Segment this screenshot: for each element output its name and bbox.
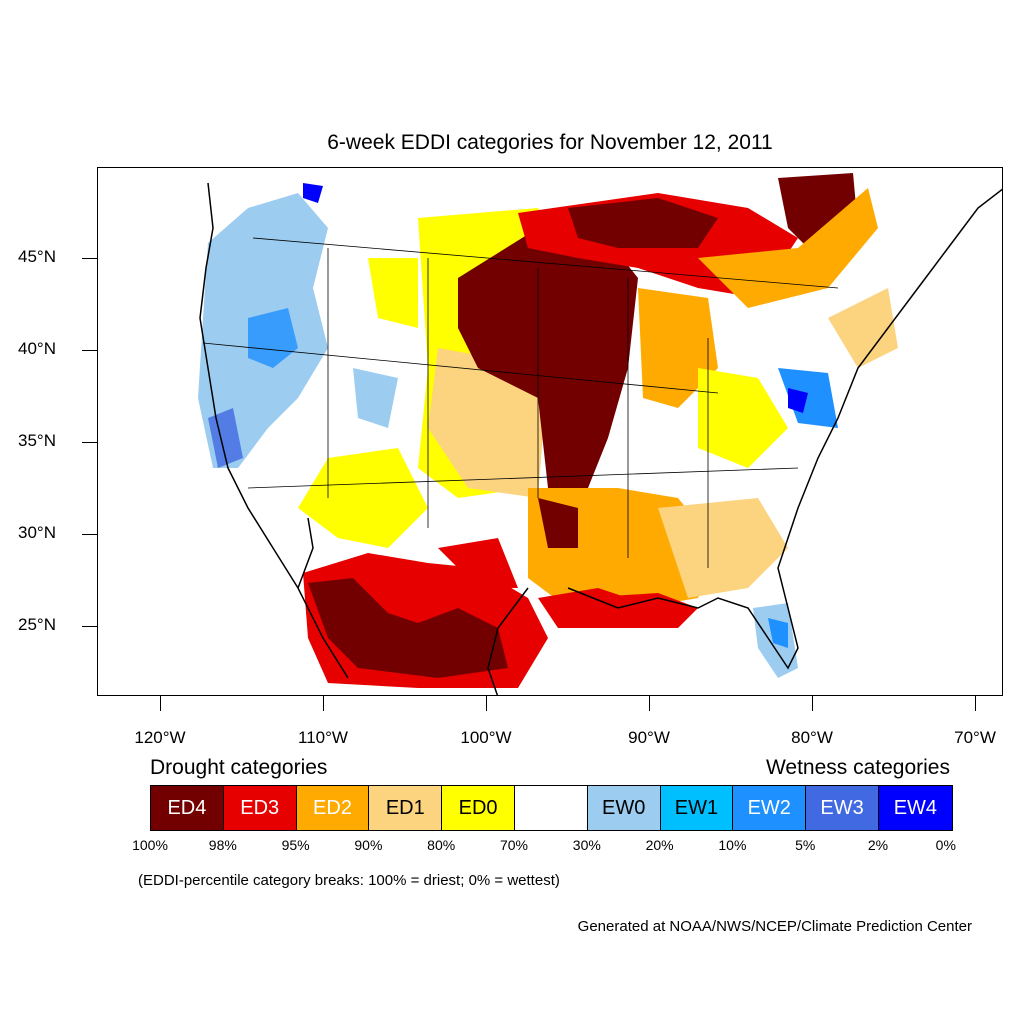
lon-label-100w: 100°W: [460, 728, 512, 747]
lat-label-25n: 25°N: [18, 615, 56, 634]
percentile-break-label: 95%: [281, 837, 310, 853]
lon-label-70w: 70°W: [954, 728, 996, 747]
lon-tick: [975, 696, 976, 711]
wetness-categories-heading: Wetness categories: [765, 756, 950, 779]
lon-label-80w: 80°W: [791, 728, 833, 747]
percentile-break-label: 80%: [427, 837, 456, 853]
lon-label-90w: 90°W: [628, 728, 670, 747]
drought-categories-heading: Drought categories: [150, 756, 328, 779]
legend-box-ew2: EW2: [733, 786, 807, 830]
lon-label-110w: 110°W: [298, 728, 348, 747]
lat-label-35n: 35°N: [18, 431, 56, 450]
legend-box-ed1: ED1: [369, 786, 443, 830]
legend-box-ew0: EW0: [587, 786, 661, 830]
lon-label-120w: 120°W: [134, 728, 186, 747]
lat-label-45n: 45°N: [18, 247, 56, 266]
legend-box-ew1: EW1: [660, 786, 734, 830]
lat-label-40n: 40°N: [18, 339, 56, 358]
lat-tick: [82, 626, 97, 627]
eddi-field: [193, 173, 898, 693]
percentile-break-label: 10%: [718, 837, 747, 853]
lat-label-30n: 30°N: [18, 523, 56, 542]
lon-tick: [649, 696, 650, 711]
lon-tick: [323, 696, 324, 711]
eddi-map: [97, 167, 1003, 696]
lon-tick: [812, 696, 813, 711]
legend-box-ed0: ED0: [442, 786, 515, 830]
lon-tick: [486, 696, 487, 711]
legend-box-ed2: ED2: [296, 786, 370, 830]
lon-tick: [160, 696, 161, 711]
map-title: 6-week EDDI categories for November 12, …: [327, 131, 773, 154]
percentile-break-label: 100%: [132, 837, 168, 853]
lat-tick: [82, 534, 97, 535]
legend-box-neutral: [514, 786, 588, 830]
percentile-break-label: 98%: [208, 837, 237, 853]
percentile-break-label: 70%: [499, 837, 529, 853]
credit-line: Generated at NOAA/NWS/NCEP/Climate Predi…: [577, 918, 972, 935]
map-canvas: [193, 173, 1002, 695]
percentile-break-label: 5%: [795, 837, 816, 853]
state-borders: [202, 237, 839, 568]
percentile-break-label: 2%: [867, 837, 889, 853]
lat-tick: [82, 258, 97, 259]
percentile-break-label: 90%: [354, 837, 383, 853]
category-legend: ED4 ED3 ED2 ED1 ED0 EW0 EW1 EW2 EW3 EW4: [150, 785, 953, 831]
legend-box-ed3: ED3: [223, 786, 297, 830]
coastlines: [199, 182, 1002, 695]
percentile-break-label: 30%: [572, 837, 601, 853]
legend-box-ew4: EW4: [878, 786, 952, 830]
category-breaks-note: (EDDI-percentile category breaks: 100% =…: [138, 872, 560, 889]
lat-tick: [82, 350, 97, 351]
legend-box-ed4: ED4: [151, 786, 224, 830]
percentile-break-label: 0%: [935, 837, 956, 853]
percentile-break-label: 20%: [645, 837, 674, 853]
lat-tick: [82, 442, 97, 443]
legend-box-ew3: EW3: [806, 786, 879, 830]
